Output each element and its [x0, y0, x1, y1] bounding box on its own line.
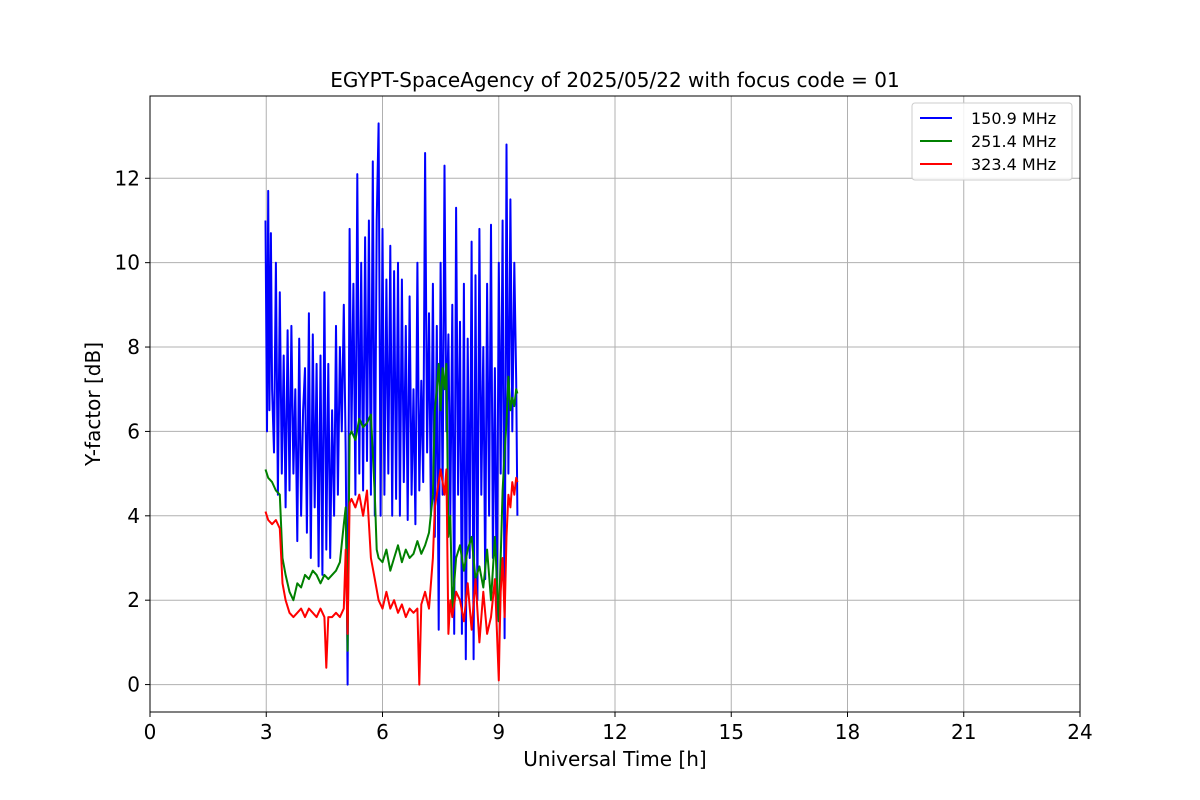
series-group [264, 122, 519, 686]
x-tick-label: 21 [951, 720, 976, 744]
y-tick-label: 10 [115, 251, 140, 275]
x-tick-label: 6 [376, 720, 389, 744]
legend-label-3: 323.4 MHz [971, 155, 1056, 174]
y-tick-label: 8 [127, 335, 140, 359]
y-tick-label: 2 [127, 588, 140, 612]
x-tick-label: 3 [260, 720, 273, 744]
legend-label-1: 150.9 MHz [971, 109, 1056, 128]
x-tick-label: 18 [835, 720, 860, 744]
x-axis-label: Universal Time [h] [523, 747, 706, 771]
y-tick-label: 6 [127, 419, 140, 443]
x-tick-label: 12 [602, 720, 627, 744]
chart-title: EGYPT-SpaceAgency of 2025/05/22 with foc… [330, 68, 899, 92]
x-tick-label: 9 [492, 720, 505, 744]
y-tick-label: 0 [127, 673, 140, 697]
legend-box [911, 102, 1073, 181]
y-axis-label: Y-factor [dB] [81, 342, 105, 467]
series-line-2 [264, 362, 519, 652]
series-line-1 [264, 122, 519, 686]
legend-label-2: 251.4 MHz [971, 132, 1056, 151]
x-tick-label: 0 [144, 720, 157, 744]
x-tick-label: 15 [719, 720, 744, 744]
y-tick-label: 12 [115, 166, 140, 190]
series-line-3 [264, 468, 519, 686]
y-tick-label: 4 [127, 504, 140, 528]
x-tick-label: 24 [1067, 720, 1092, 744]
legend: 150.9 MHz 251.4 MHz 323.4 MHz [911, 102, 1073, 181]
